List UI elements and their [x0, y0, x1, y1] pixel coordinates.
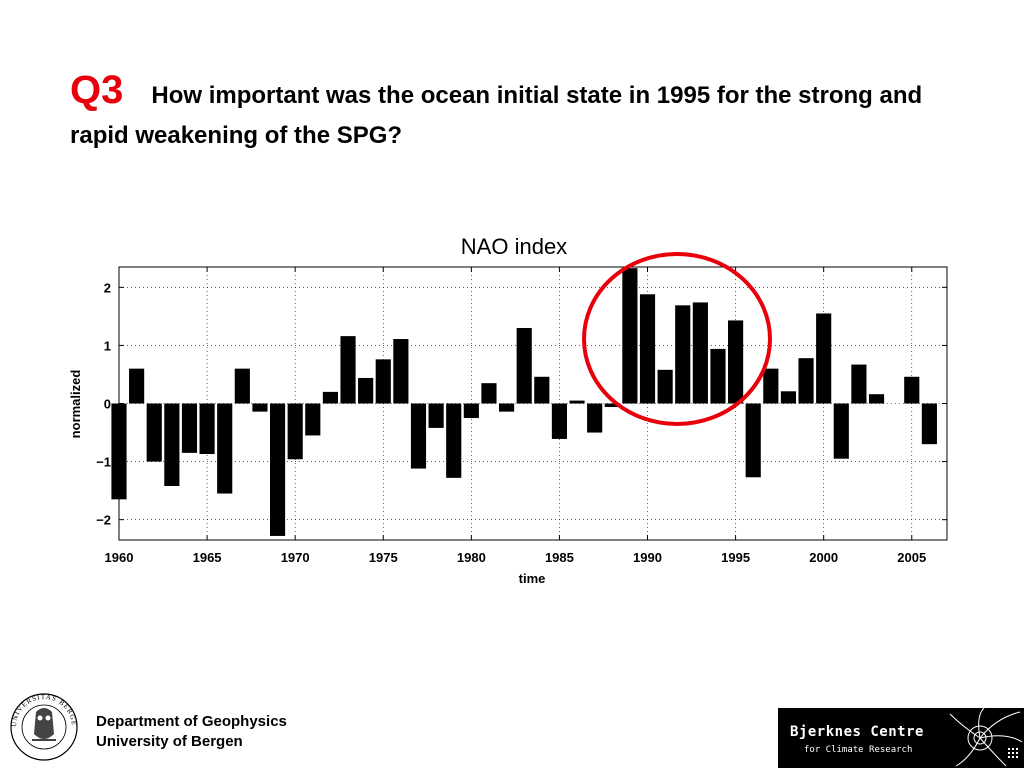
bjerknes-logo: Bjerknes Centre for Climate Research	[778, 708, 1024, 768]
bar	[868, 394, 885, 404]
x-tick-label: 1990	[633, 550, 662, 565]
bar	[181, 403, 198, 453]
logo-subtitle: for Climate Research	[804, 745, 913, 755]
department-name: Department of Geophysics	[96, 713, 287, 730]
y-tick-label: −2	[96, 513, 111, 528]
bar	[269, 403, 286, 536]
bar	[622, 268, 638, 404]
bar	[199, 403, 215, 455]
bar	[129, 368, 145, 404]
x-axis-label: time	[519, 571, 546, 586]
bar	[604, 403, 620, 407]
bar	[498, 403, 515, 412]
x-tick-label: 1970	[281, 550, 310, 565]
bars	[111, 268, 937, 536]
bar	[428, 403, 444, 428]
x-tick-label: 2005	[897, 550, 926, 565]
x-tick-label: 1965	[193, 550, 222, 565]
bar	[463, 403, 479, 419]
y-tick-label: 1	[104, 338, 111, 353]
x-tick-label: 1985	[545, 550, 574, 565]
footer-affiliation: Department of Geophysics University of B…	[96, 712, 287, 752]
bar	[904, 376, 920, 404]
bar	[692, 302, 708, 404]
y-axis-label: normalized	[68, 370, 83, 439]
bar	[833, 403, 849, 459]
bar	[851, 364, 867, 404]
bar	[816, 313, 832, 404]
university-name: University of Bergen	[96, 733, 243, 750]
question-text: How important was the ocean initial stat…	[70, 82, 923, 149]
y-tick-label: 0	[104, 397, 111, 412]
y-axis-ticks: −2 −1 0 1 2	[96, 280, 947, 528]
bar	[551, 403, 568, 439]
bar	[234, 368, 250, 404]
bar	[587, 403, 603, 433]
bar	[164, 403, 180, 486]
highlight-circle	[582, 252, 772, 426]
bar	[710, 348, 726, 404]
bar	[340, 336, 356, 404]
bar	[217, 403, 233, 494]
bar	[305, 403, 321, 436]
bar	[745, 403, 761, 478]
question-label: Q3	[70, 68, 124, 112]
university-seal-logo: UNIVERSITAS BERGENSIS	[6, 690, 78, 761]
bar	[798, 358, 814, 404]
chart-title: NAO index	[461, 234, 567, 259]
bar	[675, 305, 691, 404]
bar	[780, 391, 797, 404]
bar	[410, 403, 427, 469]
bar	[146, 403, 162, 462]
bar	[375, 359, 391, 404]
bar	[322, 391, 338, 404]
x-tick-label: 2000	[809, 550, 838, 565]
bar	[763, 368, 779, 404]
x-tick-label: 1980	[457, 550, 486, 565]
bar	[534, 376, 550, 404]
bar	[569, 400, 585, 404]
y-tick-label: −1	[96, 455, 111, 470]
slide-title: Q3 How important was the ocean initial st…	[70, 70, 970, 156]
bar	[639, 294, 656, 404]
bar	[393, 339, 409, 404]
bar	[252, 403, 268, 412]
bar	[481, 383, 497, 404]
x-tick-label: 1995	[721, 550, 750, 565]
bar	[287, 403, 303, 460]
bar	[728, 320, 744, 404]
x-tick-label: 1975	[369, 550, 398, 565]
x-axis-ticks: 1960 1965 1970 1975 1980 1985 1990 1995 2000 2005	[105, 267, 926, 565]
bar	[446, 403, 462, 478]
bar	[657, 369, 673, 404]
bar	[516, 327, 532, 404]
bar	[358, 377, 374, 404]
logo-title: Bjerknes Centre	[790, 724, 924, 740]
swirl-icon	[949, 708, 1023, 767]
bar	[921, 403, 937, 445]
y-tick-label: 2	[104, 280, 111, 295]
x-tick-label: 1960	[105, 550, 134, 565]
